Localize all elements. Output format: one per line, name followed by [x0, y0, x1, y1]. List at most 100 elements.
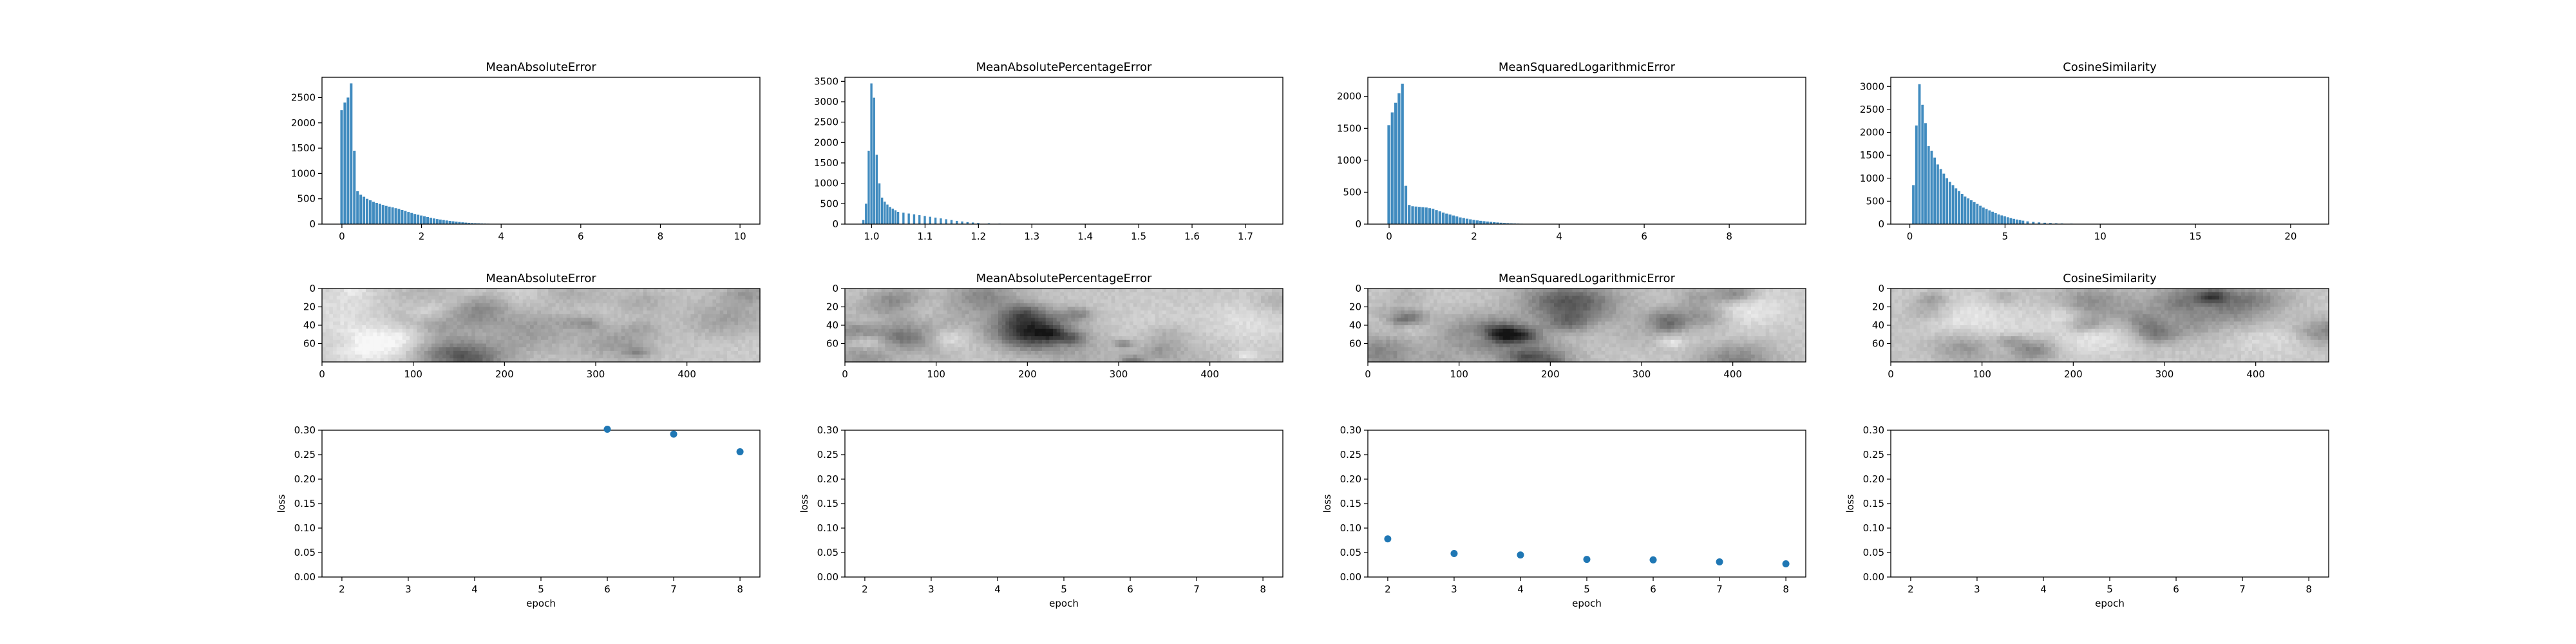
heatmap-2-pixel [936, 339, 940, 345]
heatmap-1-pixel [366, 296, 370, 300]
heatmap-2-pixel [1089, 321, 1094, 326]
bar-1-bar [471, 223, 474, 224]
heatmap-1-pixel [581, 314, 585, 319]
heatmap-1-pixel [457, 321, 461, 326]
heatmap-2-pixel [1042, 347, 1046, 352]
heatmap-1-pixel [475, 339, 480, 345]
heatmap-1-pixel [745, 339, 750, 345]
heatmap-2-pixel [1224, 336, 1229, 341]
heatmap-2-pixel [990, 303, 995, 308]
heatmap-1-pixel [548, 321, 553, 326]
heatmap-1-pixel [340, 321, 345, 326]
heatmap-1-pixel [489, 339, 494, 345]
heatmap-2-pixel [1100, 303, 1104, 308]
heatmap-2-pixel [1239, 350, 1244, 355]
heatmap-1-pixel [632, 343, 636, 348]
heatmap-1-pixel [708, 289, 713, 293]
heatmap-2-pixel [1235, 307, 1240, 311]
heatmap-1-pixel [636, 339, 640, 345]
heatmap-1-pixel [482, 339, 487, 345]
heatmap-2-pixel [1170, 347, 1174, 352]
heatmap-2-pixel [1184, 307, 1189, 311]
bar-2-bar [950, 220, 953, 224]
heatmap-2-pixel [925, 343, 929, 348]
heatmap-1-pixel [690, 303, 695, 308]
heatmap-2-pixel [951, 296, 955, 300]
heatmap-1-pixel [705, 303, 710, 308]
heatmap-2-pixel [1027, 332, 1032, 337]
bar-1-title: MeanAbsoluteError [486, 61, 596, 74]
heatmap-1-pixel [358, 310, 363, 315]
heatmap-1-pixel [614, 354, 618, 359]
heatmap-2-pixel [936, 317, 940, 322]
heatmap-2-pixel [958, 328, 962, 333]
heatmap-1-pixel [705, 325, 710, 330]
heatmap-2-pixel [1209, 328, 1214, 333]
heatmap-2-pixel [1049, 314, 1054, 319]
heatmap-1-pixel [749, 299, 753, 304]
heatmap-1-pixel [508, 310, 513, 315]
heatmap-2-pixel [1122, 292, 1126, 296]
heatmap-2-pixel [1239, 307, 1244, 311]
heatmap-2-pixel [1141, 339, 1145, 345]
heatmap-1-pixel [697, 314, 702, 319]
heatmap-1-pixel [705, 310, 710, 315]
heatmap-2-pixel [1126, 310, 1130, 315]
heatmap-2-pixel [983, 296, 988, 300]
heatmap-1-pixel [672, 354, 677, 359]
heatmap-1-pixel [723, 350, 728, 355]
heatmap-1-pixel [665, 336, 669, 341]
bar-3-bar [1445, 213, 1448, 224]
heatmap-2-pixel [1020, 339, 1025, 345]
heatmap-2-pixel [1250, 289, 1255, 293]
heatmap-2-pixel [961, 296, 966, 300]
heatmap-2-pixel [1159, 336, 1163, 341]
heatmap-2-pixel [907, 314, 911, 319]
heatmap-1-pixel [654, 339, 658, 345]
heatmap-2-pixel [1009, 354, 1014, 359]
heatmap-1-pixel [402, 328, 406, 333]
bar-3-bar [1486, 222, 1489, 224]
heatmap-1-pixel [559, 336, 564, 341]
heatmap-1-pixel [639, 303, 644, 308]
heatmap-2-pixel [918, 303, 922, 308]
heatmap-2-pixel [1264, 296, 1269, 300]
heatmap-2-pixel [1209, 314, 1214, 319]
heatmap-1-pixel [658, 321, 662, 326]
heatmap-2-pixel [922, 299, 926, 304]
bar-4-bar [2000, 215, 2003, 224]
heatmap-1-pixel [446, 289, 450, 293]
heatmap-1-pixel [705, 347, 710, 352]
heatmap-1-pixel [552, 289, 556, 293]
heatmap-2-pixel [1191, 343, 1196, 348]
heatmap-2-pixel [1075, 307, 1079, 311]
heatmap-1-pixel [687, 325, 691, 330]
heatmap-2-pixel [943, 332, 948, 337]
heatmap-2-pixel [848, 317, 853, 322]
heatmap-1-pixel [340, 299, 345, 304]
heatmap-1-pixel [468, 332, 472, 337]
heatmap-1-pixel [431, 332, 436, 337]
heatmap-1-pixel [596, 354, 600, 359]
heatmap-1-pixel [347, 328, 352, 333]
heatmap-1-pixel [592, 358, 596, 363]
heatmap-2-pixel [900, 299, 904, 304]
heatmap-2-pixel [867, 289, 871, 293]
heatmap-2-pixel [1078, 303, 1083, 308]
heatmap-2-pixel [889, 339, 893, 345]
heatmap-2-pixel [1053, 321, 1057, 326]
heatmap-2-pixel [1016, 303, 1021, 308]
heatmap-1-pixel [439, 314, 443, 319]
heatmap-1-pixel [683, 325, 688, 330]
heatmap-2-title: MeanAbsolutePercentageError [976, 272, 1152, 285]
heatmap-2-pixel [1224, 332, 1229, 337]
heatmap-1-pixel [431, 354, 436, 359]
heatmap-1-pixel [482, 299, 487, 304]
heatmap-2-pixel [870, 292, 875, 296]
heatmap-2-pixel [1115, 328, 1119, 333]
heatmap-1-pixel [530, 332, 535, 337]
heatmap-2-pixel [943, 310, 948, 315]
heatmap-2-pixel [863, 307, 867, 311]
heatmap-2-pixel [1231, 325, 1236, 330]
heatmap-1-pixel [497, 328, 502, 333]
